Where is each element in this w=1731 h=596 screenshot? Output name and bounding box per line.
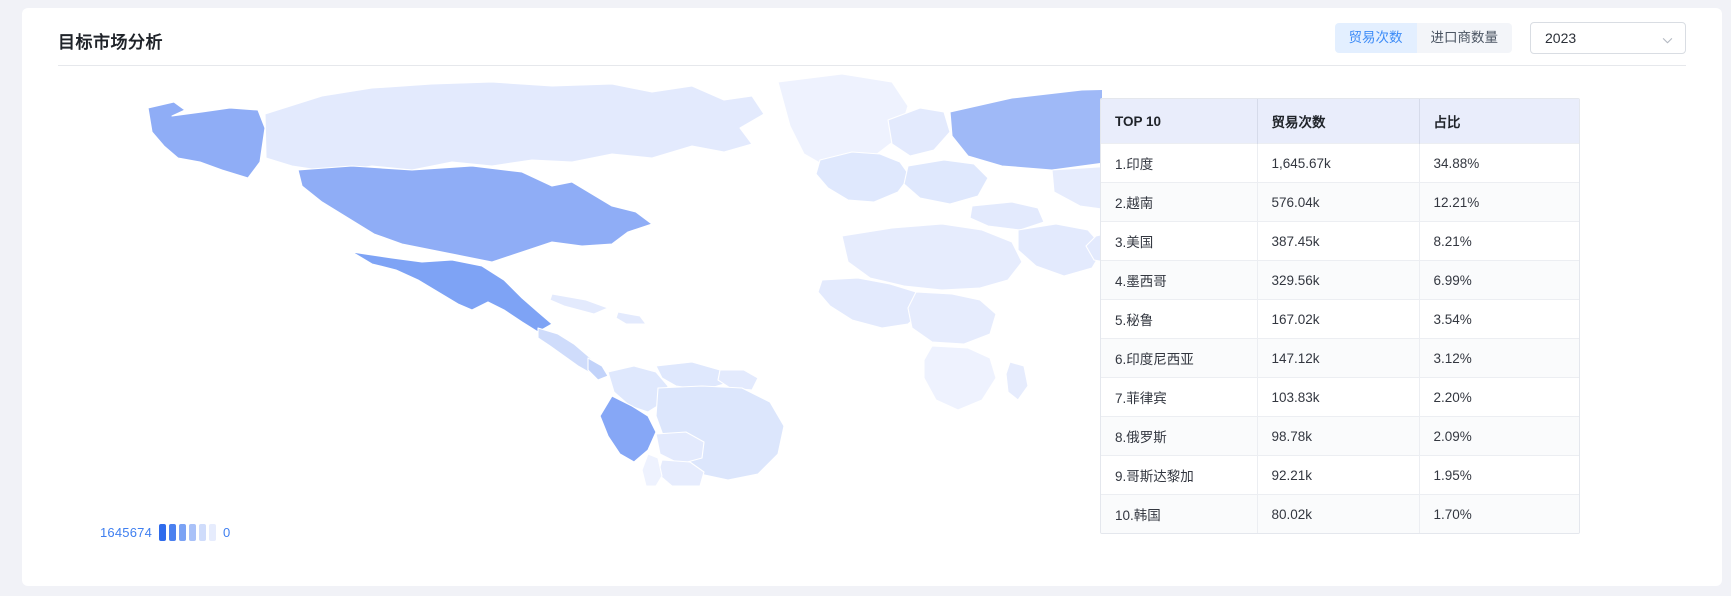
legend-swatch [159, 524, 167, 541]
cell-share: 34.88% [1419, 143, 1579, 183]
year-select[interactable]: 2023 [1530, 22, 1686, 54]
table-row[interactable]: 1.印度 1,645.67k 34.88% [1101, 143, 1579, 183]
country-usa[interactable] [297, 165, 653, 263]
column-header-share: 占比 [1419, 99, 1579, 144]
country-hispaniola[interactable] [615, 311, 647, 325]
table-row[interactable]: 10.韩国 80.02k 1.70% [1101, 494, 1579, 533]
country-europe-west[interactable] [815, 151, 911, 203]
table-head: TOP 10 贸易次数 占比 [1101, 99, 1579, 144]
cell-value: 576.04k [1257, 182, 1420, 222]
country-west-africa[interactable] [817, 277, 925, 329]
country-alaska[interactable] [147, 101, 266, 179]
column-header-value: 贸易次数 [1257, 99, 1420, 144]
cell-share: 8.21% [1419, 221, 1579, 261]
legend-swatch [179, 524, 187, 541]
legend-min-value: 0 [223, 525, 231, 540]
header-controls: 贸易次数 进口商数量 2023 [1334, 22, 1686, 54]
country-central-africa[interactable] [907, 291, 997, 345]
cell-share: 3.54% [1419, 299, 1579, 339]
country-europe-central[interactable] [903, 159, 989, 205]
metric-toggle-group[interactable]: 贸易次数 进口商数量 [1334, 23, 1512, 53]
map-svg[interactable] [52, 66, 1102, 486]
country-chile[interactable] [641, 453, 663, 486]
cell-value: 98.78k [1257, 416, 1420, 456]
cell-share: 2.20% [1419, 377, 1579, 417]
country-madagascar[interactable] [1005, 361, 1029, 401]
target-market-analysis-card: 目标市场分析 贸易次数 进口商数量 2023 [22, 8, 1722, 586]
country-middle-east[interactable] [1017, 223, 1102, 277]
country-greenland[interactable] [777, 73, 909, 171]
tab-importer-count[interactable]: 进口商数量 [1416, 23, 1512, 53]
country-mexico[interactable] [351, 251, 553, 333]
column-header-rank: TOP 10 [1101, 99, 1258, 144]
country-guyanas[interactable] [717, 369, 759, 391]
cell-share: 3.12% [1419, 338, 1579, 378]
cell-country: 6.印度尼西亚 [1101, 338, 1258, 378]
country-turkey[interactable] [969, 201, 1045, 231]
cell-value: 167.02k [1257, 299, 1420, 339]
chevron-down-icon [1662, 33, 1673, 44]
table-row[interactable]: 2.越南 576.04k 12.21% [1101, 182, 1579, 222]
table-row[interactable]: 6.印度尼西亚 147.12k 3.12% [1101, 338, 1579, 378]
world-choropleth-map[interactable]: 1645674 0 [52, 66, 1102, 556]
cell-country: 2.越南 [1101, 182, 1258, 222]
top10-table-element: TOP 10 贸易次数 占比 1.印度 1,645.67k 34.88% 2.越南 57… [1101, 99, 1579, 533]
cell-value: 329.56k [1257, 260, 1420, 300]
cell-value: 1,645.67k [1257, 143, 1420, 183]
cell-share: 1.70% [1419, 494, 1579, 533]
country-southern-africa[interactable] [923, 345, 997, 411]
legend-swatch [189, 524, 197, 541]
country-cuba[interactable] [549, 293, 609, 315]
cell-country: 5.秘鲁 [1101, 299, 1258, 339]
cell-country: 8.俄罗斯 [1101, 416, 1258, 456]
cell-country: 10.韩国 [1101, 494, 1258, 533]
cell-country: 1.印度 [1101, 143, 1258, 183]
cell-value: 92.21k [1257, 455, 1420, 495]
country-scandinavia[interactable] [887, 107, 951, 157]
legend-max-value: 1645674 [100, 525, 153, 540]
cell-value: 103.83k [1257, 377, 1420, 417]
tab-trade-count[interactable]: 贸易次数 [1334, 23, 1417, 53]
cell-country: 9.哥斯达黎加 [1101, 455, 1258, 495]
cell-share: 12.21% [1419, 182, 1579, 222]
table-row[interactable]: 7.菲律宾 103.83k 2.20% [1101, 377, 1579, 417]
card-header: 目标市场分析 贸易次数 进口商数量 2023 [22, 8, 1722, 65]
cell-share: 1.95% [1419, 455, 1579, 495]
country-central-asia[interactable] [1051, 166, 1102, 212]
country-canada[interactable] [264, 81, 765, 173]
cell-share: 2.09% [1419, 416, 1579, 456]
country-north-africa[interactable] [841, 223, 1023, 291]
page-title: 目标市场分析 [58, 33, 163, 52]
legend-swatch [199, 524, 207, 541]
country-bolivia[interactable] [655, 431, 705, 465]
country-russia[interactable] [949, 88, 1102, 171]
top10-table: TOP 10 贸易次数 占比 1.印度 1,645.67k 34.88% 2.越南 57… [1100, 98, 1580, 534]
country-peru[interactable] [599, 395, 657, 463]
card-body: 1645674 0 TOP 10 贸易次数 [22, 66, 1722, 586]
table-row[interactable]: 5.秘鲁 167.02k 3.54% [1101, 299, 1579, 339]
table-row[interactable]: 4.墨西哥 329.56k 6.99% [1101, 260, 1579, 300]
table-row[interactable]: 9.哥斯达黎加 92.21k 1.95% [1101, 455, 1579, 495]
cell-country: 7.菲律宾 [1101, 377, 1258, 417]
cell-country: 4.墨西哥 [1101, 260, 1258, 300]
legend-swatches [159, 524, 217, 541]
table-body: 1.印度 1,645.67k 34.88% 2.越南 576.04k 12.21% 3.美国… [1101, 143, 1579, 533]
legend-swatch [209, 524, 217, 541]
table-row[interactable]: 8.俄罗斯 98.78k 2.09% [1101, 416, 1579, 456]
table-row[interactable]: 3.美国 387.45k 8.21% [1101, 221, 1579, 261]
cell-country: 3.美国 [1101, 221, 1258, 261]
table-header-row: TOP 10 贸易次数 占比 [1101, 99, 1579, 144]
cell-value: 387.45k [1257, 221, 1420, 261]
cell-share: 6.99% [1419, 260, 1579, 300]
year-select-value: 2023 [1545, 30, 1577, 46]
cell-value: 147.12k [1257, 338, 1420, 378]
country-pakistan[interactable] [1085, 230, 1102, 264]
header-divider [58, 65, 1686, 66]
cell-value: 80.02k [1257, 494, 1420, 533]
legend-swatch [169, 524, 177, 541]
map-legend: 1645674 0 [100, 524, 230, 541]
country-costa-rica[interactable] [587, 357, 609, 381]
